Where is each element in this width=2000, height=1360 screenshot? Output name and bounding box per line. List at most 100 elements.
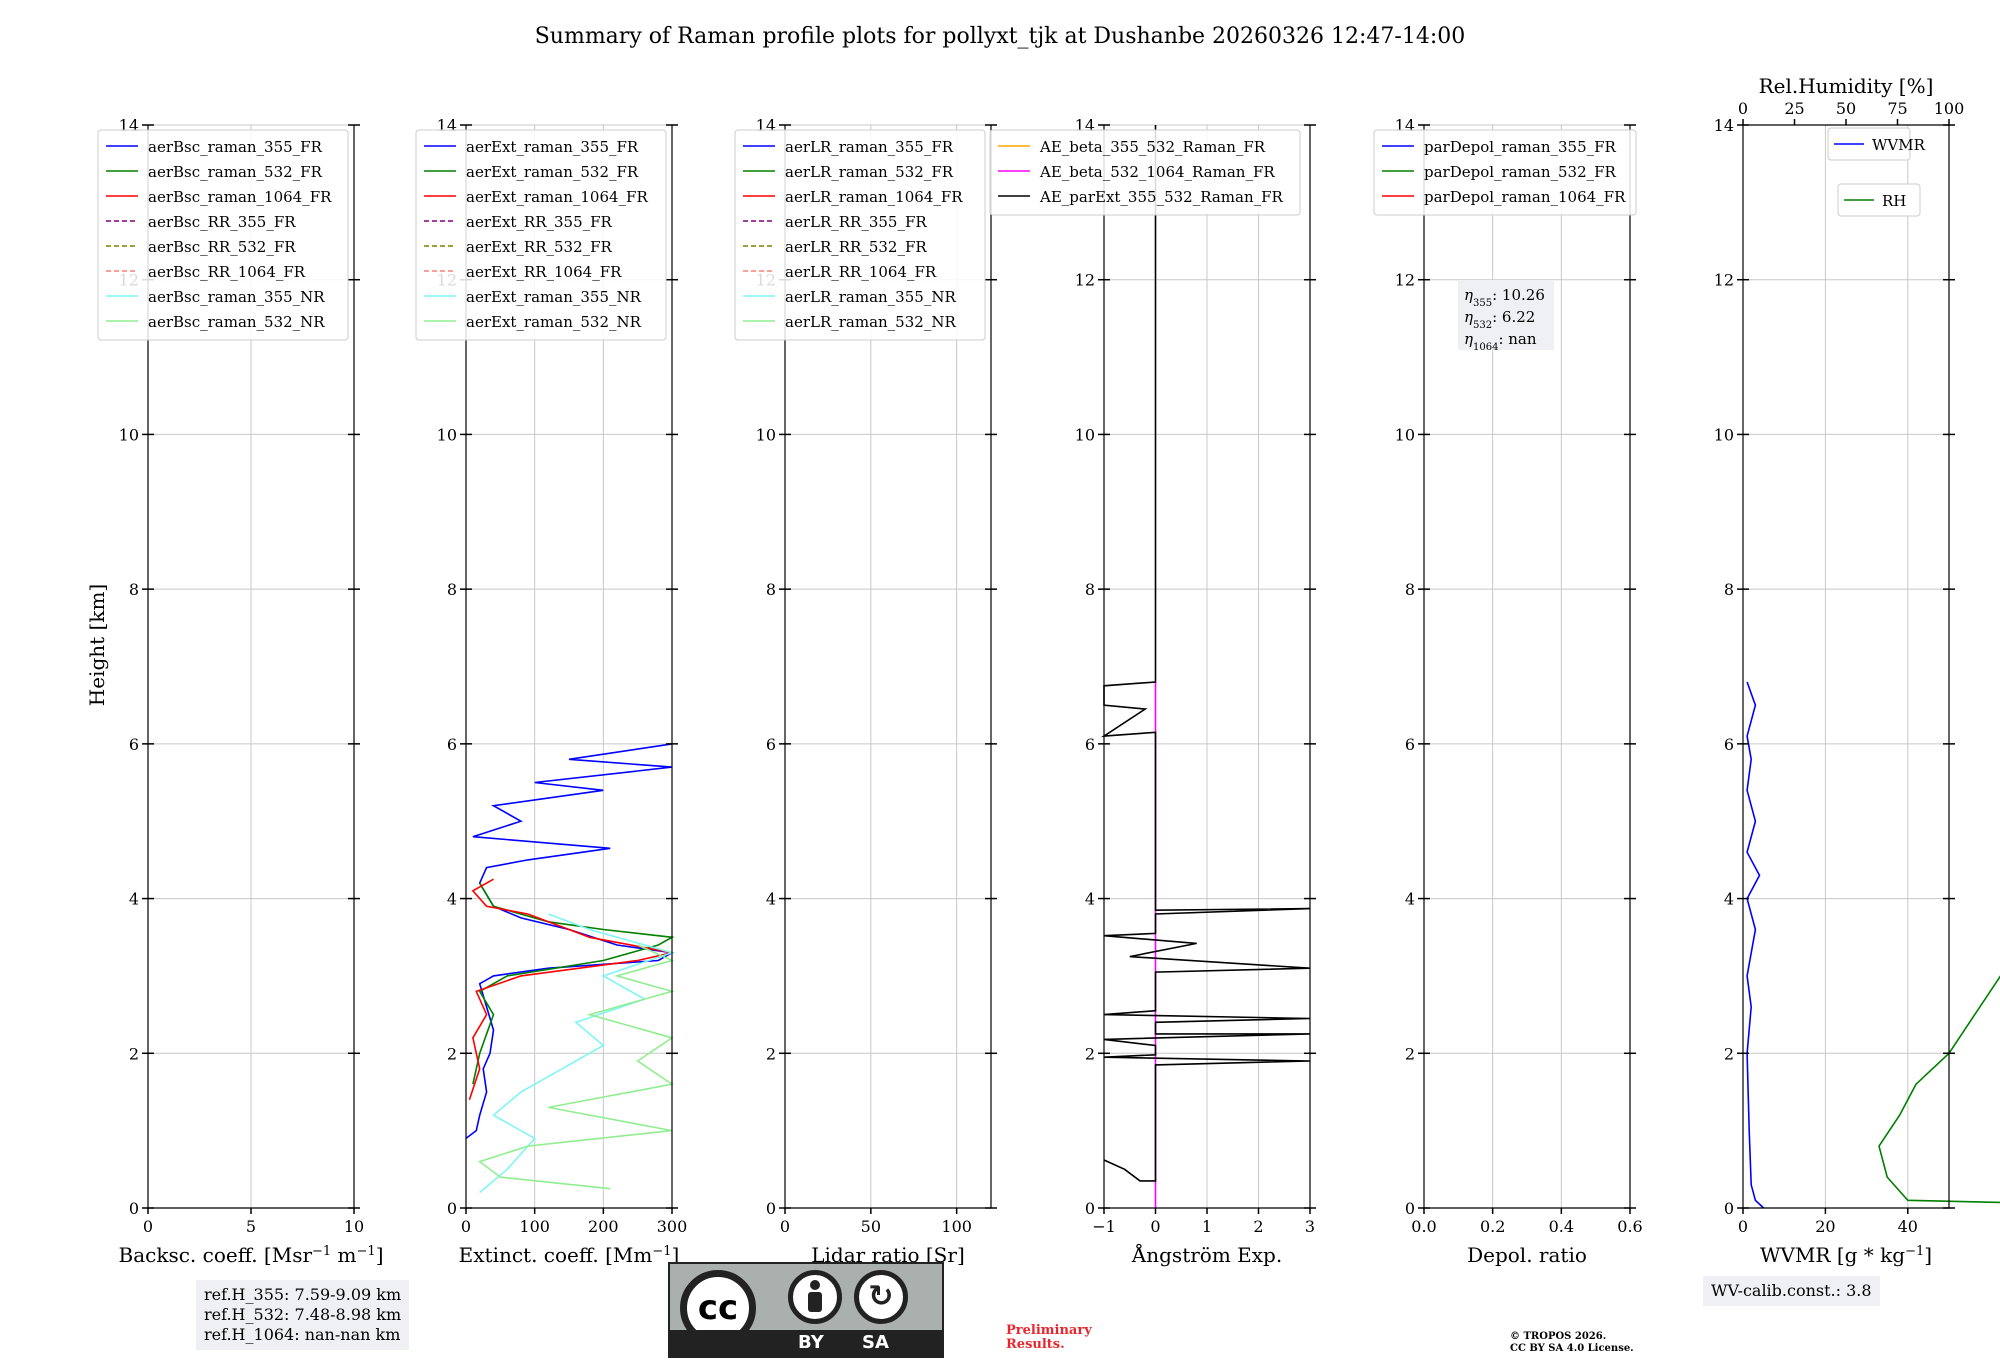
- y-tick-label: 14: [1714, 116, 1734, 135]
- legend-entry: parDepol_raman_532_FR: [1424, 163, 1617, 181]
- legend-entry: aerBsc_raman_355_NR: [148, 288, 325, 306]
- legend-box: [415, 129, 667, 341]
- legend-entry: aerBsc_RR_355_FR: [148, 213, 296, 231]
- eta-symbol: η: [1464, 308, 1473, 326]
- y-tick-label: 6: [1405, 735, 1415, 754]
- top-x-tick-label: 25: [1784, 99, 1804, 118]
- x-tick-label: 300: [657, 1217, 688, 1236]
- legend-entry: aerLR_raman_355_NR: [785, 288, 956, 306]
- legend-entry: aerBsc_raman_532_FR: [148, 163, 323, 181]
- series-AE_parExt_355_532_Raman_FR: [1100, 125, 1311, 1182]
- x-axis-label-part: Backsc. coeff. [Msr: [119, 1243, 313, 1267]
- x-axis-label-superscript: −1: [312, 1244, 331, 1259]
- eta-entry: η1064: nan: [1464, 330, 1537, 353]
- legend-entry: aerBsc_RR_532_FR: [148, 238, 296, 256]
- y-tick-label: 4: [1085, 890, 1095, 909]
- eta-value: : nan: [1498, 330, 1536, 348]
- legend-entry: AE_beta_355_532_Raman_FR: [1039, 138, 1266, 156]
- series-aerExt_raman_532_NR: [477, 944, 675, 1190]
- y-tick-label: 0: [766, 1199, 776, 1218]
- x-tick-label: 0.6: [1617, 1217, 1642, 1236]
- x-axis-label-part: m: [331, 1243, 356, 1267]
- y-tick-label: 0: [1724, 1199, 1734, 1218]
- y-tick-label: 2: [1405, 1044, 1415, 1063]
- eta-value: : 6.22: [1492, 308, 1535, 326]
- y-tick-label: 4: [766, 890, 776, 909]
- y-tick-label: 4: [1405, 890, 1415, 909]
- legend-entry: aerExt_raman_532_NR: [466, 313, 642, 331]
- legend-entry: aerLR_RR_1064_FR: [785, 263, 937, 281]
- y-tick-label: 6: [1085, 735, 1095, 754]
- preliminary-line-2: Results.: [1006, 1337, 1065, 1352]
- y-tick-label: 2: [129, 1044, 139, 1063]
- legend-entry: parDepol_raman_1064_FR: [1424, 188, 1626, 206]
- panels: 024681012140510Backsc. coeff. [Msr−1 m−1…: [97, 74, 2000, 1267]
- cc-license-badge: cc ↻ BY SA: [668, 1262, 944, 1358]
- y-tick-label: 12: [1395, 271, 1415, 290]
- x-axis-label-part: WVMR [g * kg: [1760, 1243, 1905, 1267]
- legend-box: [97, 129, 349, 341]
- cc-logo-text: cc: [697, 1288, 739, 1328]
- panel-lidar_ratio: 02468101214050100Lidar ratio [Sr]aerLR_r…: [734, 116, 997, 1267]
- preliminary-notice: Preliminary Results.: [1006, 1324, 1092, 1352]
- y-tick-label: 8: [129, 580, 139, 599]
- y-tick-label: 2: [766, 1044, 776, 1063]
- legend-entry: aerBsc_raman_1064_FR: [148, 188, 332, 206]
- series-RH: [1878, 975, 2000, 1204]
- x-tick-label: 0: [780, 1217, 790, 1236]
- legend-entry: aerLR_RR_532_FR: [785, 238, 927, 256]
- y-tick-label: 0: [129, 1199, 139, 1218]
- eta-subscript: 532: [1473, 320, 1492, 331]
- y-tick-label: 4: [1724, 890, 1734, 909]
- ref-height-355: ref.H_355: 7.59-9.09 km: [204, 1285, 402, 1304]
- y-tick-label: 6: [129, 735, 139, 754]
- x-tick-label: 0: [461, 1217, 471, 1236]
- legend-entry: aerLR_raman_1064_FR: [785, 188, 963, 206]
- x-axis-label-part: Ångström Exp.: [1131, 1242, 1282, 1267]
- eta-symbol: η: [1464, 330, 1473, 348]
- eta-subscript: 355: [1473, 298, 1492, 309]
- cc-label-strip: BY SA: [670, 1330, 942, 1356]
- legend-box: [989, 129, 1301, 216]
- series-aerExt_raman_532_FR: [472, 882, 675, 1085]
- y-tick-label: 6: [766, 735, 776, 754]
- eta-subscript: 1064: [1473, 342, 1498, 353]
- preliminary-line-1: Preliminary: [1006, 1323, 1092, 1338]
- y-tick-label: 4: [447, 890, 457, 909]
- x-tick-label: 5: [246, 1217, 256, 1236]
- y-tick-label: 2: [1724, 1044, 1734, 1063]
- ref-height-532: ref.H_532: 7.48-8.98 km: [204, 1305, 402, 1324]
- y-tick-label: 6: [1724, 735, 1734, 754]
- x-tick-label: −1: [1092, 1217, 1116, 1236]
- x-tick-label: 200: [588, 1217, 619, 1236]
- x-axis-label-part: ]: [672, 1243, 680, 1267]
- x-tick-label: 3: [1305, 1217, 1315, 1236]
- legend-entry: AE_beta_532_1064_Raman_FR: [1039, 163, 1275, 181]
- y-tick-label: 4: [129, 890, 139, 909]
- x-tick-label: 0.0: [1411, 1217, 1436, 1236]
- x-tick-label: 10: [344, 1217, 364, 1236]
- y-tick-label: 10: [1714, 425, 1734, 444]
- legend-entry: AE_parExt_355_532_Raman_FR: [1039, 188, 1284, 206]
- legend-entry: parDepol_raman_355_FR: [1424, 138, 1617, 156]
- legend-entry: aerExt_raman_355_FR: [466, 138, 639, 156]
- eta-entry: η532: 6.22: [1464, 308, 1535, 331]
- x-axis-label: Extinct. coeff. [Mm−1]: [459, 1243, 680, 1267]
- copyright-line-2: CC BY SA 4.0 License.: [1510, 1343, 1634, 1354]
- cc-sa-label: SA: [862, 1332, 889, 1353]
- x-tick-label: 0.4: [1549, 1217, 1574, 1236]
- y-tick-label: 8: [1405, 580, 1415, 599]
- legend-entry: aerBsc_raman_532_NR: [148, 313, 325, 331]
- legend-box-RH: [1837, 183, 1921, 217]
- share-alike-icon: ↻: [854, 1270, 908, 1324]
- series-aerExt_raman_355_FR: [465, 743, 675, 1140]
- eta-box: [1458, 280, 1554, 350]
- x-tick-label: 20: [1815, 1217, 1835, 1236]
- y-tick-label: 10: [1395, 425, 1415, 444]
- x-tick-label: 0: [1738, 1217, 1748, 1236]
- legend-entry: aerLR_raman_532_FR: [785, 163, 954, 181]
- eta-value: : 10.26: [1492, 286, 1545, 304]
